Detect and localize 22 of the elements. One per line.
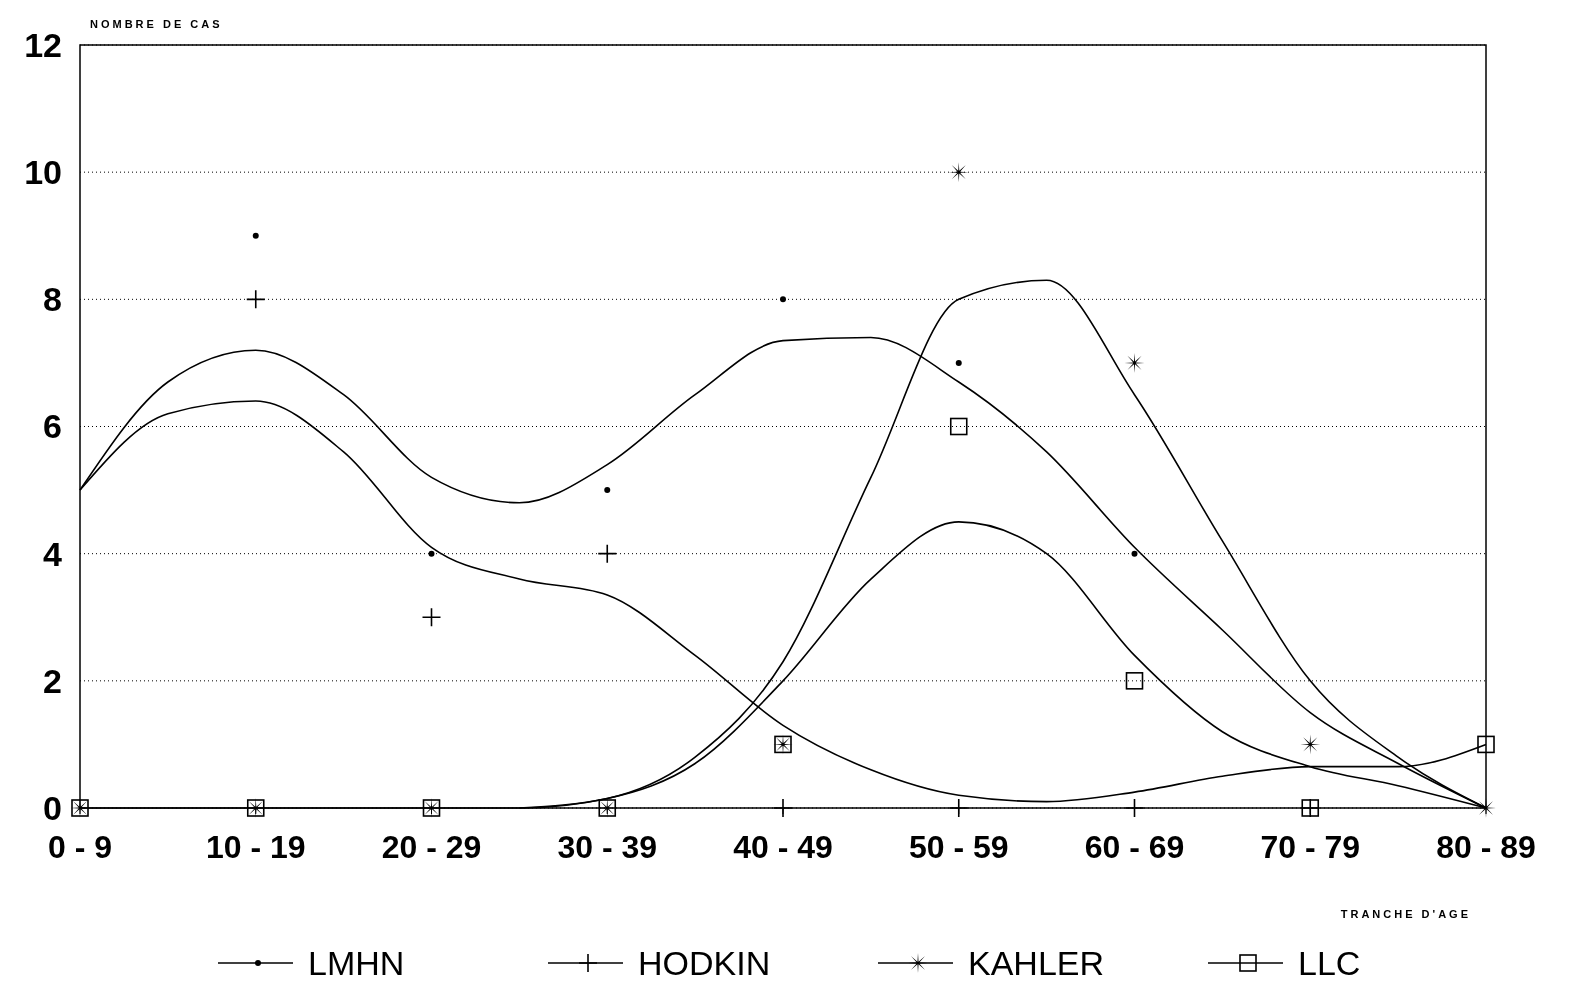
legend-label: KAHLER — [968, 944, 1105, 982]
y-tick-label: 8 — [43, 280, 62, 319]
y-tick-label: 2 — [43, 661, 62, 700]
legend-label: LMHN — [308, 944, 405, 982]
y-axis-title: NOMBRE DE CAS — [90, 18, 223, 30]
legend-label: HODKIN — [638, 944, 771, 982]
y-tick-label: 10 — [24, 153, 62, 192]
legend-label: LLC — [1298, 944, 1361, 982]
x-tick-label: 60 - 69 — [1084, 829, 1185, 865]
x-axis-title: TRANCHE D'AGE — [1340, 908, 1471, 920]
x-tick-label: 50 - 59 — [908, 829, 1009, 865]
x-tick-label: 20 - 29 — [381, 829, 482, 865]
x-tick-label: 10 - 19 — [205, 829, 306, 865]
y-tick-label: 6 — [43, 407, 62, 446]
x-tick-label: 70 - 79 — [1260, 829, 1361, 865]
y-tick-label: 12 — [24, 25, 62, 64]
y-tick-label: 4 — [43, 534, 63, 573]
x-tick-label: 30 - 39 — [557, 829, 658, 865]
x-tick-label: 0 - 9 — [47, 829, 113, 865]
x-tick-label: 40 - 49 — [733, 829, 833, 865]
x-tick-label: 80 - 89 — [1436, 829, 1536, 865]
y-tick-label: 0 — [43, 788, 62, 827]
